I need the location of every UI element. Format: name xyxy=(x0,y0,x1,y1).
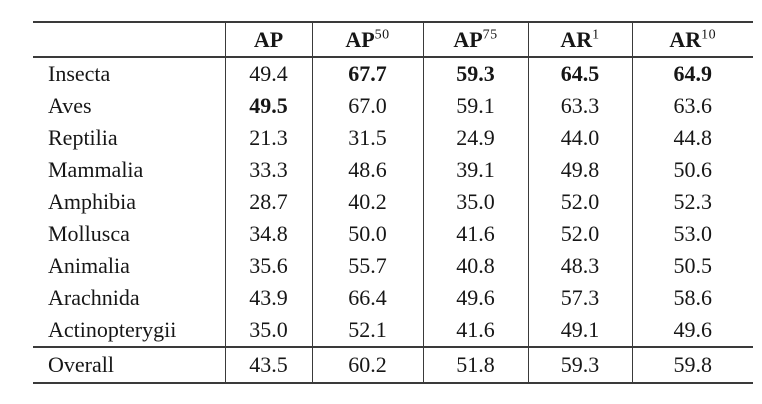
value-cell: 59.3 xyxy=(527,346,632,383)
header-label: AP xyxy=(345,26,375,52)
header-ar10: AR10 xyxy=(631,22,753,58)
value-cell: 48.3 xyxy=(527,250,632,282)
value-cell: 52.3 xyxy=(631,186,753,218)
table-row-mollusca: Mollusca 34.8 50.0 41.6 52.0 53.0 xyxy=(33,218,753,250)
value-cell: 41.6 xyxy=(422,218,528,250)
row-label: Insecta xyxy=(48,61,111,86)
value-cell: 60.2 xyxy=(311,346,423,383)
value-cell: 67.7 xyxy=(311,57,423,90)
value-cell: 28.7 xyxy=(224,186,312,218)
value-cell: 59.1 xyxy=(422,90,528,122)
table-row-overall: Overall 43.5 60.2 51.8 59.3 59.8 xyxy=(33,346,753,383)
value-cell: 59.8 xyxy=(631,346,753,383)
value-cell: 35.0 xyxy=(422,186,528,218)
header-superscript: 75 xyxy=(482,27,498,43)
table-row-amphibia: Amphibia 28.7 40.2 35.0 52.0 52.3 xyxy=(33,186,753,218)
value-cell: 52.1 xyxy=(311,314,423,347)
header-ap75: AP75 xyxy=(422,22,528,58)
value-cell: 44.0 xyxy=(527,122,632,154)
header-empty xyxy=(33,22,225,58)
value-cell: 52.0 xyxy=(527,186,632,218)
header-label: AR xyxy=(669,26,702,52)
header-label: AR xyxy=(560,26,593,52)
header-ap50: AP50 xyxy=(311,22,423,58)
value-cell: 49.4 xyxy=(224,57,312,90)
value-cell: 49.6 xyxy=(422,282,528,314)
table-row-arachnida: Arachnida 43.9 66.4 49.6 57.3 58.6 xyxy=(33,282,753,314)
value-cell: 49.8 xyxy=(527,154,632,186)
value-cell: 58.6 xyxy=(631,282,753,314)
header-superscript: 50 xyxy=(374,27,390,43)
table-row-aves: Aves 49.5 67.0 59.1 63.3 63.6 xyxy=(33,90,753,122)
row-label: Amphibia xyxy=(48,189,136,214)
value-cell: 63.6 xyxy=(631,90,753,122)
row-label: Mollusca xyxy=(48,221,130,246)
value-cell: 43.9 xyxy=(224,282,312,314)
header-superscript: 10 xyxy=(701,27,717,43)
value-cell: 57.3 xyxy=(527,282,632,314)
row-label: Aves xyxy=(48,93,92,118)
metrics-table: AP AP50 AP75 AR1 AR10 Insecta 49.4 67.7 … xyxy=(33,21,753,384)
value-cell: 40.2 xyxy=(311,186,423,218)
value-cell: 64.5 xyxy=(527,57,632,90)
value-cell: 33.3 xyxy=(224,154,312,186)
value-cell: 35.0 xyxy=(224,314,312,347)
value-cell: 48.6 xyxy=(311,154,423,186)
table-row-mammalia: Mammalia 33.3 48.6 39.1 49.8 50.6 xyxy=(33,154,753,186)
row-label: Animalia xyxy=(48,253,130,278)
header-superscript: 1 xyxy=(592,27,600,43)
value-cell: 49.1 xyxy=(527,314,632,347)
row-label: Arachnida xyxy=(48,285,140,310)
header-row: AP AP50 AP75 AR1 AR10 xyxy=(33,22,753,58)
table-body: Insecta 49.4 67.7 59.3 64.5 64.9 Aves 49… xyxy=(33,57,753,383)
row-label: Reptilia xyxy=(48,125,118,150)
value-cell: 41.6 xyxy=(422,314,528,347)
header-ar1: AR1 xyxy=(527,22,632,58)
table-row-insecta: Insecta 49.4 67.7 59.3 64.5 64.9 xyxy=(33,57,753,90)
value-cell: 34.8 xyxy=(224,218,312,250)
value-cell: 40.8 xyxy=(422,250,528,282)
value-cell: 52.0 xyxy=(527,218,632,250)
value-cell: 53.0 xyxy=(631,218,753,250)
value-cell: 21.3 xyxy=(224,122,312,154)
value-cell: 50.5 xyxy=(631,250,753,282)
value-cell: 50.6 xyxy=(631,154,753,186)
table-row-actinopterygii: Actinopterygii 35.0 52.1 41.6 49.1 49.6 xyxy=(33,314,753,347)
value-cell: 43.5 xyxy=(224,346,312,383)
value-cell: 39.1 xyxy=(422,154,528,186)
row-label: Overall xyxy=(33,346,225,383)
value-cell: 63.3 xyxy=(527,90,632,122)
value-cell: 24.9 xyxy=(422,122,528,154)
row-label: Actinopterygii xyxy=(48,317,177,342)
header-label: AP xyxy=(453,26,483,52)
value-cell: 35.6 xyxy=(224,250,312,282)
value-cell: 50.0 xyxy=(311,218,423,250)
value-cell: 67.0 xyxy=(311,90,423,122)
value-cell: 51.8 xyxy=(422,346,528,383)
row-label: Mammalia xyxy=(48,157,144,182)
value-cell: 55.7 xyxy=(311,250,423,282)
header-label: AP xyxy=(253,26,284,52)
value-cell: 64.9 xyxy=(631,57,753,90)
table-row-animalia: Animalia 35.6 55.7 40.8 48.3 50.5 xyxy=(33,250,753,282)
value-cell: 49.5 xyxy=(224,90,312,122)
value-cell: 44.8 xyxy=(631,122,753,154)
header-ap: AP xyxy=(224,22,312,58)
value-cell: 66.4 xyxy=(311,282,423,314)
table-row-reptilia: Reptilia 21.3 31.5 24.9 44.0 44.8 xyxy=(33,122,753,154)
table-header: AP AP50 AP75 AR1 AR10 xyxy=(33,22,753,58)
value-cell: 31.5 xyxy=(311,122,423,154)
value-cell: 59.3 xyxy=(422,57,528,90)
value-cell: 49.6 xyxy=(631,314,753,347)
